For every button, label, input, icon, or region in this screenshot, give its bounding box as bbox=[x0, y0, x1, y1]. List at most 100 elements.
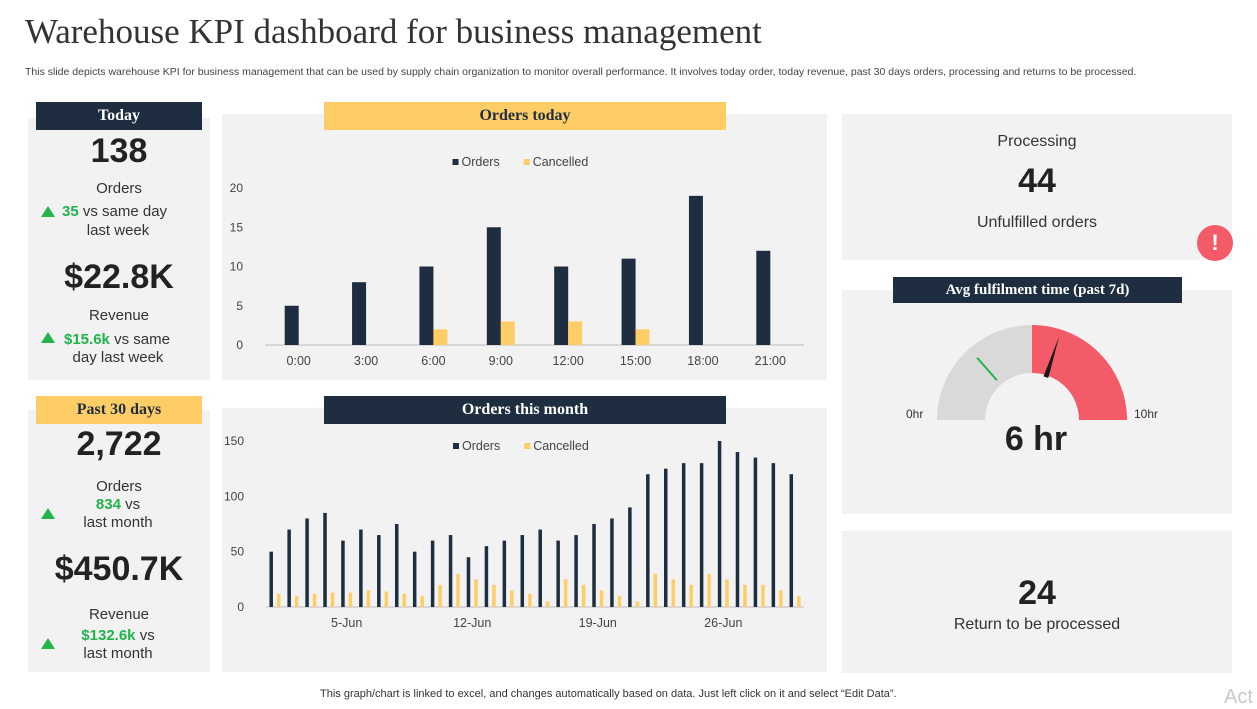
y-tick-label: 0 bbox=[236, 338, 243, 352]
bar-orders bbox=[699, 463, 704, 607]
bar-cancelled bbox=[384, 591, 389, 607]
past30-orders-delta-text: vs bbox=[125, 496, 141, 513]
bar-orders bbox=[502, 540, 507, 607]
past30-revenue-delta-text-2: last month bbox=[83, 645, 153, 662]
today-orders-delta-value: 35 bbox=[62, 203, 79, 220]
past30-revenue-delta: $132.6k vs bbox=[58, 627, 178, 644]
past30-orders-value: 2,722 bbox=[76, 425, 162, 463]
bar-orders bbox=[448, 535, 453, 607]
past30-revenue-delta-text: vs bbox=[139, 627, 155, 644]
bar-orders bbox=[610, 518, 614, 607]
bar-orders bbox=[484, 546, 489, 607]
bar-orders bbox=[789, 474, 794, 607]
orders-today-panel bbox=[222, 114, 827, 380]
bar-cancelled bbox=[743, 584, 747, 607]
bar-cancelled bbox=[492, 584, 496, 607]
bar-cancelled bbox=[294, 595, 299, 607]
bar-orders bbox=[717, 441, 722, 607]
bar-cancelled bbox=[761, 584, 765, 607]
legend-swatch-cancelled bbox=[523, 159, 530, 165]
today-revenue-label: Revenue bbox=[88, 307, 150, 324]
bar-cancelled bbox=[456, 573, 460, 607]
bar-cancelled bbox=[348, 592, 353, 607]
bar-orders bbox=[574, 535, 578, 607]
gauge-max-label: 10hr bbox=[1134, 407, 1159, 421]
bar-cancelled bbox=[433, 329, 448, 345]
bar-orders bbox=[341, 540, 345, 607]
today-revenue-delta-value: $15.6k bbox=[64, 331, 110, 348]
bar-orders bbox=[628, 507, 632, 607]
y-tick-label: 15 bbox=[230, 220, 244, 234]
bar-cancelled bbox=[671, 579, 675, 607]
bar-orders bbox=[756, 250, 771, 345]
x-tick-label: 12-Jun bbox=[453, 616, 491, 630]
gauge-min-label: 0hr bbox=[906, 407, 924, 421]
y-tick-label: 10 bbox=[230, 260, 244, 274]
bar-cancelled bbox=[689, 584, 693, 607]
fulfilment-value: 6 hr bbox=[1004, 420, 1068, 458]
today-revenue-delta: $15.6k vs same bbox=[64, 331, 170, 348]
bar-cancelled bbox=[599, 590, 604, 607]
fulfilment-header: Avg fulfilment time (past 7d) bbox=[893, 277, 1182, 303]
bar-orders bbox=[486, 227, 501, 345]
bar-orders bbox=[735, 452, 740, 607]
bar-orders bbox=[646, 474, 650, 607]
bar-orders bbox=[284, 305, 299, 345]
today-orders-delta-text: vs same day bbox=[82, 203, 168, 220]
returns-value: 24 bbox=[1018, 574, 1056, 612]
today-panel bbox=[28, 118, 210, 380]
watermark: Act bbox=[1224, 686, 1253, 708]
past30-header: Past 30 days bbox=[36, 396, 202, 424]
bar-cancelled bbox=[500, 321, 515, 345]
exclamation-icon[interactable]: ! bbox=[1197, 225, 1233, 261]
y-tick-label: 150 bbox=[224, 434, 244, 448]
bar-cancelled bbox=[366, 590, 371, 607]
processing-panel bbox=[842, 114, 1232, 260]
x-tick-label: 0:00 bbox=[287, 354, 311, 368]
bar-orders bbox=[466, 557, 471, 607]
bar-cancelled bbox=[617, 595, 622, 607]
x-tick-label: 3:00 bbox=[354, 354, 378, 368]
x-tick-label: 6:00 bbox=[421, 354, 445, 368]
bar-cancelled bbox=[545, 601, 550, 607]
bar-orders bbox=[287, 529, 291, 607]
legend-swatch-orders bbox=[452, 159, 459, 165]
x-tick-label: 19-Jun bbox=[579, 616, 617, 630]
legend-swatch-orders bbox=[453, 443, 459, 449]
today-orders-delta: 35 vs same day bbox=[62, 203, 167, 220]
bar-orders bbox=[377, 535, 381, 607]
bar-orders bbox=[412, 551, 417, 607]
bar-orders bbox=[681, 463, 686, 607]
exclamation-glyph: ! bbox=[1211, 230, 1219, 255]
bar-cancelled bbox=[707, 573, 711, 607]
orders-month-header: Orders this month bbox=[324, 396, 726, 424]
bar-cancelled bbox=[797, 595, 801, 607]
legend-label-orders: Orders bbox=[462, 439, 500, 453]
footnote: This graph/chart is linked to excel, and… bbox=[320, 688, 897, 700]
bar-cancelled bbox=[568, 321, 583, 345]
past30-panel bbox=[28, 410, 210, 672]
bar-cancelled bbox=[779, 590, 783, 607]
bar-cancelled bbox=[653, 573, 658, 607]
gauge-normal-zone bbox=[937, 325, 1032, 420]
trend-up-icon bbox=[41, 206, 55, 217]
bar-orders bbox=[592, 524, 596, 607]
processing-sublabel: Unfulfilled orders bbox=[976, 214, 1098, 231]
x-tick-label: 21:00 bbox=[755, 354, 786, 368]
today-revenue-delta-text: vs same bbox=[114, 331, 170, 348]
y-tick-label: 50 bbox=[231, 545, 245, 559]
orders-today-chart: 0 5 10 15 20 0:00 3:00 6:00 9:00 12:00 15:00 18:00 2… bbox=[230, 155, 804, 368]
past30-orders-label: Orders bbox=[96, 478, 142, 495]
processing-value: 44 bbox=[1018, 162, 1056, 200]
bar-orders bbox=[352, 282, 367, 345]
page-title: Warehouse KPI dashboard for business man… bbox=[25, 12, 762, 51]
bar-orders bbox=[305, 518, 309, 607]
bar-cancelled bbox=[438, 584, 442, 607]
fulfilment-gauge bbox=[937, 325, 1127, 420]
trend-up-icon bbox=[41, 332, 55, 343]
today-revenue-delta-text-2: day last week bbox=[72, 349, 164, 366]
x-tick-label: 9:00 bbox=[489, 354, 513, 368]
bar-orders bbox=[554, 266, 569, 345]
x-tick-label: 12:00 bbox=[553, 354, 584, 368]
orders-month-chart: 0 50 100 150 5-Jun 12-Jun 19-Jun 26-Jun Orders Ca… bbox=[224, 434, 804, 630]
